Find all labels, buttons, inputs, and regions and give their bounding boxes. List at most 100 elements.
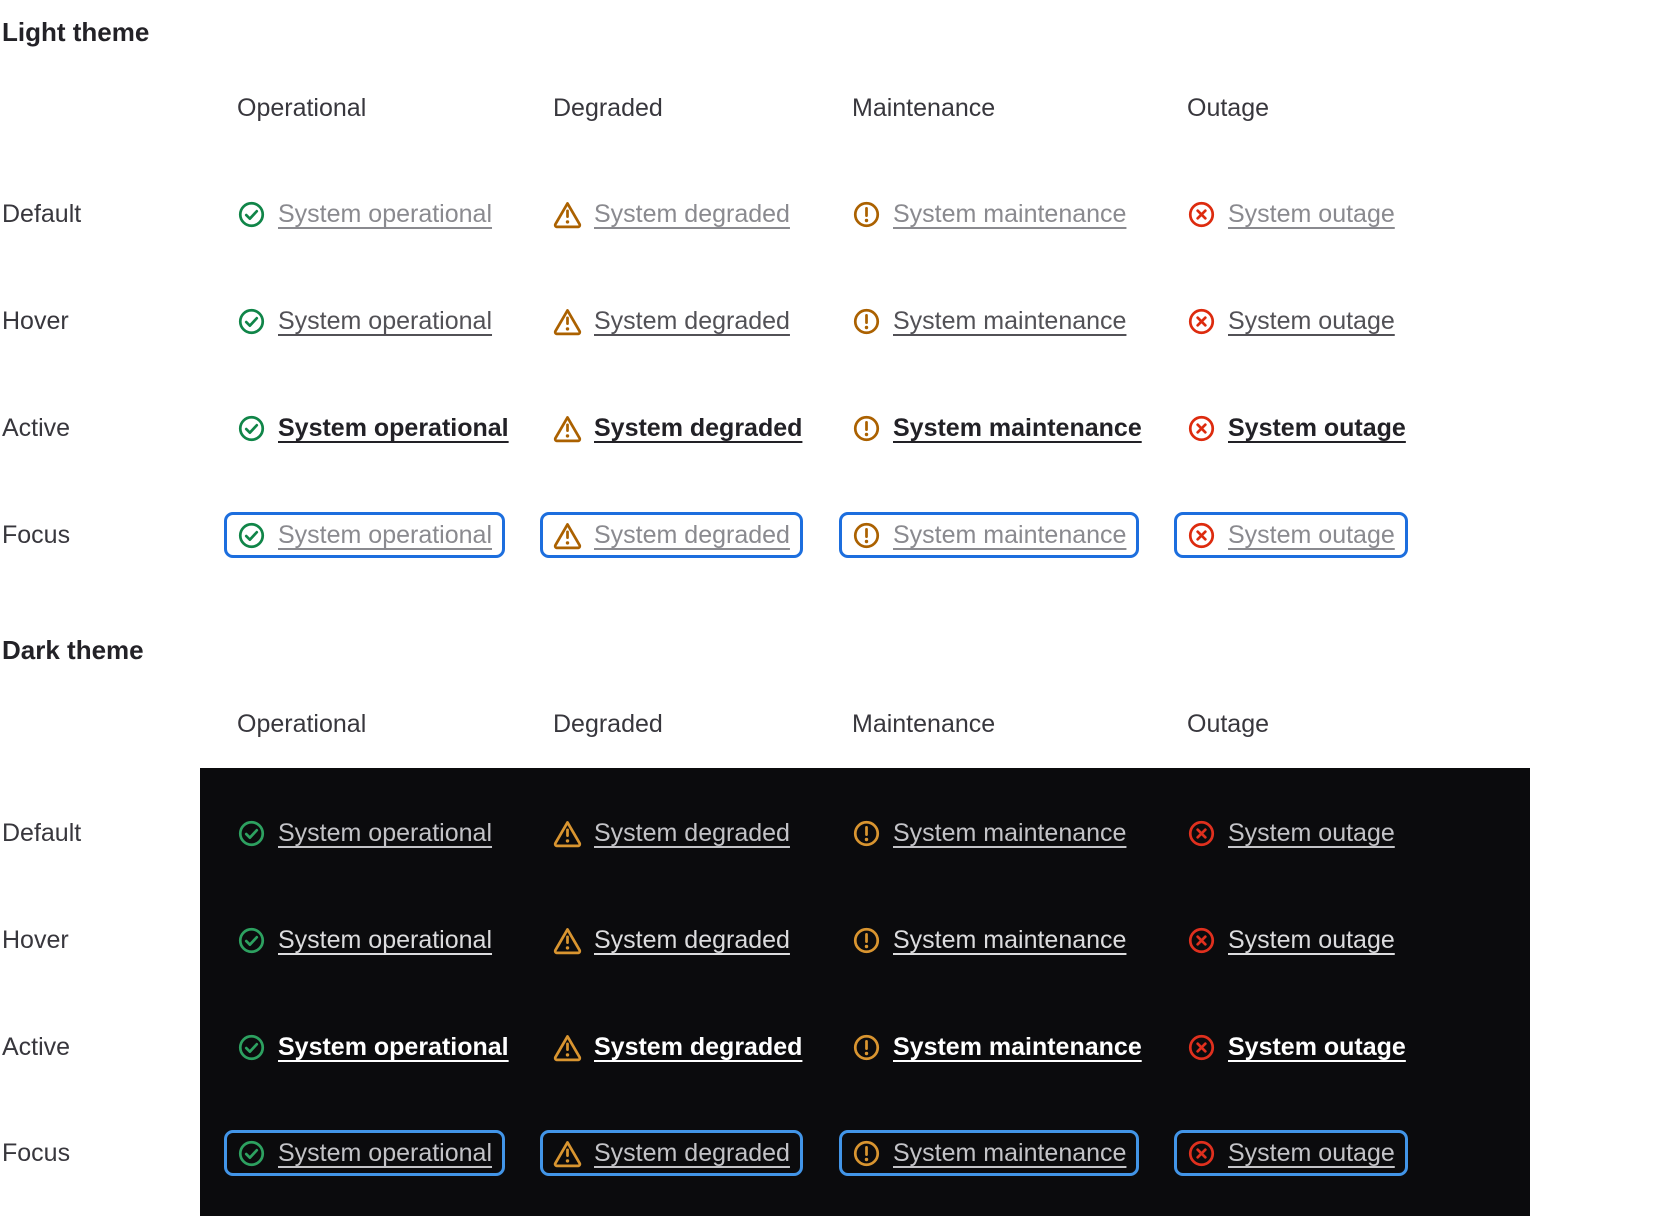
status-link-label: System outage bbox=[1228, 414, 1406, 442]
status-link-label: System operational bbox=[278, 926, 493, 954]
status-link-label: System operational bbox=[278, 200, 493, 228]
status-link-operational[interactable]: System operational bbox=[224, 917, 505, 963]
state-label-default: Default bbox=[2, 200, 82, 228]
status-link-degraded[interactable]: System degraded bbox=[540, 512, 803, 558]
exclamation-circle-icon bbox=[852, 1033, 881, 1062]
state-label-focus: Focus bbox=[2, 521, 71, 549]
status-link-label: System degraded bbox=[594, 521, 790, 549]
status-link-label: System outage bbox=[1228, 1033, 1406, 1061]
status-link-maintenance[interactable]: System maintenance bbox=[839, 1024, 1155, 1070]
x-circle-icon bbox=[1187, 1139, 1216, 1168]
warning-triangle-icon bbox=[553, 307, 582, 336]
state-label-default: Default bbox=[2, 819, 82, 847]
status-link-degraded[interactable]: System degraded bbox=[540, 810, 803, 856]
state-label-active: Active bbox=[2, 1033, 71, 1061]
status-link-maintenance[interactable]: System maintenance bbox=[839, 191, 1139, 237]
status-link-degraded[interactable]: System degraded bbox=[540, 191, 803, 237]
warning-triangle-icon bbox=[553, 819, 582, 848]
status-link-label: System operational bbox=[278, 1139, 493, 1167]
status-link-maintenance[interactable]: System maintenance bbox=[839, 810, 1139, 856]
status-link-degraded[interactable]: System degraded bbox=[540, 405, 815, 451]
x-circle-icon bbox=[1187, 307, 1216, 336]
status-link-operational[interactable]: System operational bbox=[224, 512, 506, 558]
status-link-label: System degraded bbox=[594, 926, 790, 954]
column-header-operational: Operational bbox=[237, 94, 367, 122]
column-header-operational: Operational bbox=[237, 710, 367, 738]
status-link-label: System outage bbox=[1228, 1139, 1395, 1167]
status-link-operational[interactable]: System operational bbox=[224, 298, 505, 344]
status-link-label: System maintenance bbox=[893, 1033, 1142, 1061]
status-link-operational[interactable]: System operational bbox=[224, 810, 505, 856]
status-link-degraded[interactable]: System degraded bbox=[540, 1130, 803, 1176]
check-circle-icon bbox=[237, 200, 266, 229]
status-link-outage[interactable]: System outage bbox=[1174, 512, 1408, 558]
warning-triangle-icon bbox=[553, 926, 582, 955]
x-circle-icon bbox=[1187, 819, 1216, 848]
status-link-label: System degraded bbox=[594, 200, 790, 228]
exclamation-circle-icon bbox=[852, 926, 881, 955]
status-link-label: System outage bbox=[1228, 819, 1395, 847]
status-link-operational[interactable]: System operational bbox=[224, 1024, 522, 1070]
status-link-outage[interactable]: System outage bbox=[1174, 298, 1408, 344]
status-link-maintenance[interactable]: System maintenance bbox=[839, 298, 1139, 344]
x-circle-icon bbox=[1187, 414, 1216, 443]
exclamation-circle-icon bbox=[852, 1139, 881, 1168]
status-link-maintenance[interactable]: System maintenance bbox=[839, 405, 1155, 451]
light-theme-title: Light theme bbox=[2, 17, 150, 47]
x-circle-icon bbox=[1187, 1033, 1216, 1062]
light-state-row-hover: Hover System operational System degraded… bbox=[0, 298, 1672, 344]
status-link-maintenance[interactable]: System maintenance bbox=[839, 917, 1139, 963]
status-link-outage[interactable]: System outage bbox=[1174, 810, 1408, 856]
dark-state-row-active: Active System operational System degrade… bbox=[0, 1024, 1672, 1070]
column-header-maintenance: Maintenance bbox=[852, 710, 996, 738]
status-link-label: System maintenance bbox=[893, 819, 1127, 847]
status-link-outage[interactable]: System outage bbox=[1174, 191, 1408, 237]
x-circle-icon bbox=[1187, 926, 1216, 955]
state-label-active: Active bbox=[2, 414, 71, 442]
status-link-label: System degraded bbox=[594, 414, 803, 442]
status-link-outage[interactable]: System outage bbox=[1174, 405, 1419, 451]
light-state-row-active: Active System operational System degrade… bbox=[0, 405, 1672, 451]
check-circle-icon bbox=[237, 819, 266, 848]
check-circle-icon bbox=[237, 414, 266, 443]
status-link-label: System operational bbox=[278, 1033, 509, 1061]
status-link-label: System outage bbox=[1228, 926, 1395, 954]
warning-triangle-icon bbox=[553, 414, 582, 443]
status-link-operational[interactable]: System operational bbox=[224, 191, 505, 237]
status-link-label: System maintenance bbox=[893, 200, 1127, 228]
light-column-headers: Operational Degraded Maintenance Outage bbox=[0, 93, 1672, 123]
warning-triangle-icon bbox=[553, 200, 582, 229]
check-circle-icon bbox=[237, 1139, 266, 1168]
status-link-operational[interactable]: System operational bbox=[224, 405, 522, 451]
status-link-label: System degraded bbox=[594, 307, 790, 335]
x-circle-icon bbox=[1187, 200, 1216, 229]
check-circle-icon bbox=[237, 926, 266, 955]
status-link-maintenance[interactable]: System maintenance bbox=[839, 512, 1140, 558]
status-link-degraded[interactable]: System degraded bbox=[540, 1024, 815, 1070]
state-label-focus: Focus bbox=[2, 1139, 71, 1167]
status-link-label: System maintenance bbox=[893, 1139, 1127, 1167]
warning-triangle-icon bbox=[553, 1033, 582, 1062]
status-link-label: System outage bbox=[1228, 521, 1395, 549]
status-link-label: System degraded bbox=[594, 819, 790, 847]
dark-column-headers: Operational Degraded Maintenance Outage bbox=[0, 709, 1672, 739]
status-link-outage[interactable]: System outage bbox=[1174, 1130, 1408, 1176]
status-link-label: System operational bbox=[278, 521, 493, 549]
warning-triangle-icon bbox=[553, 1139, 582, 1168]
check-circle-icon bbox=[237, 307, 266, 336]
exclamation-circle-icon bbox=[852, 307, 881, 336]
status-link-degraded[interactable]: System degraded bbox=[540, 298, 803, 344]
status-link-degraded[interactable]: System degraded bbox=[540, 917, 803, 963]
column-header-maintenance: Maintenance bbox=[852, 94, 996, 122]
status-link-outage[interactable]: System outage bbox=[1174, 917, 1408, 963]
warning-triangle-icon bbox=[553, 521, 582, 550]
exclamation-circle-icon bbox=[852, 414, 881, 443]
status-link-outage[interactable]: System outage bbox=[1174, 1024, 1419, 1070]
status-link-maintenance[interactable]: System maintenance bbox=[839, 1130, 1140, 1176]
column-header-outage: Outage bbox=[1187, 710, 1270, 738]
dark-state-row-hover: Hover System operational System degraded… bbox=[0, 917, 1672, 963]
status-link-label: System operational bbox=[278, 307, 493, 335]
status-link-operational[interactable]: System operational bbox=[224, 1130, 506, 1176]
dark-theme-title: Dark theme bbox=[2, 635, 144, 665]
